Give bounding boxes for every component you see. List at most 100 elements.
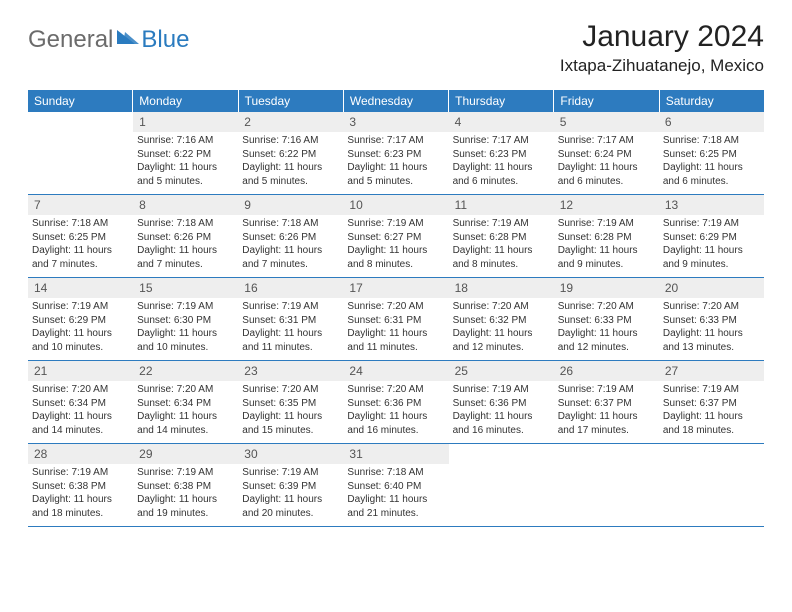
sunrise-line: Sunrise: 7:19 AM (242, 466, 339, 480)
sunrise-line: Sunrise: 7:18 AM (663, 134, 760, 148)
sunrise-line: Sunrise: 7:20 AM (32, 383, 129, 397)
sunrise-line: Sunrise: 7:20 AM (137, 383, 234, 397)
day-number: 31 (343, 444, 448, 464)
daylight-line: Daylight: 11 hours and 18 minutes. (663, 410, 760, 437)
calendar-day-cell: 23Sunrise: 7:20 AMSunset: 6:35 PMDayligh… (238, 361, 343, 443)
sunrise-line: Sunrise: 7:19 AM (32, 466, 129, 480)
weekday-header-row: SundayMondayTuesdayWednesdayThursdayFrid… (28, 90, 764, 112)
daylight-line: Daylight: 11 hours and 20 minutes. (242, 493, 339, 520)
day-body: Sunrise: 7:20 AMSunset: 6:34 PMDaylight:… (28, 381, 133, 441)
day-number: 7 (28, 195, 133, 215)
sunset-line: Sunset: 6:36 PM (347, 397, 444, 411)
calendar-week-row: 14Sunrise: 7:19 AMSunset: 6:29 PMDayligh… (28, 278, 764, 361)
calendar-day-cell: 13Sunrise: 7:19 AMSunset: 6:29 PMDayligh… (659, 195, 764, 277)
day-body: Sunrise: 7:18 AMSunset: 6:26 PMDaylight:… (238, 215, 343, 275)
daylight-line: Daylight: 11 hours and 8 minutes. (453, 244, 550, 271)
day-body: Sunrise: 7:19 AMSunset: 6:36 PMDaylight:… (449, 381, 554, 441)
daylight-line: Daylight: 11 hours and 17 minutes. (558, 410, 655, 437)
calendar-day-cell: 6Sunrise: 7:18 AMSunset: 6:25 PMDaylight… (659, 112, 764, 194)
calendar-day-cell: 30Sunrise: 7:19 AMSunset: 6:39 PMDayligh… (238, 444, 343, 526)
daylight-line: Daylight: 11 hours and 11 minutes. (347, 327, 444, 354)
daylight-line: Daylight: 11 hours and 11 minutes. (242, 327, 339, 354)
day-number: 9 (238, 195, 343, 215)
sunset-line: Sunset: 6:39 PM (242, 480, 339, 494)
daylight-line: Daylight: 11 hours and 16 minutes. (453, 410, 550, 437)
weekday-header: Sunday (28, 90, 133, 112)
logo-text-general: General (28, 26, 113, 54)
sunrise-line: Sunrise: 7:19 AM (453, 383, 550, 397)
day-number: 19 (554, 278, 659, 298)
day-number: 5 (554, 112, 659, 132)
daylight-line: Daylight: 11 hours and 7 minutes. (137, 244, 234, 271)
sunset-line: Sunset: 6:26 PM (137, 231, 234, 245)
day-body: Sunrise: 7:19 AMSunset: 6:29 PMDaylight:… (28, 298, 133, 358)
sunrise-line: Sunrise: 7:19 AM (558, 217, 655, 231)
calendar-day-cell: 17Sunrise: 7:20 AMSunset: 6:31 PMDayligh… (343, 278, 448, 360)
sunset-line: Sunset: 6:23 PM (453, 148, 550, 162)
title-block: January 2024 Ixtapa-Zihuatanejo, Mexico (560, 20, 764, 76)
daylight-line: Daylight: 11 hours and 10 minutes. (137, 327, 234, 354)
sunrise-line: Sunrise: 7:20 AM (347, 300, 444, 314)
calendar-day-cell: 26Sunrise: 7:19 AMSunset: 6:37 PMDayligh… (554, 361, 659, 443)
calendar-body: 1Sunrise: 7:16 AMSunset: 6:22 PMDaylight… (28, 112, 764, 527)
daylight-line: Daylight: 11 hours and 9 minutes. (663, 244, 760, 271)
calendar-day-cell: 3Sunrise: 7:17 AMSunset: 6:23 PMDaylight… (343, 112, 448, 194)
day-body: Sunrise: 7:19 AMSunset: 6:31 PMDaylight:… (238, 298, 343, 358)
day-number: 25 (449, 361, 554, 381)
sunrise-line: Sunrise: 7:19 AM (663, 383, 760, 397)
calendar-day-cell: 7Sunrise: 7:18 AMSunset: 6:25 PMDaylight… (28, 195, 133, 277)
calendar-day-cell: 8Sunrise: 7:18 AMSunset: 6:26 PMDaylight… (133, 195, 238, 277)
sunset-line: Sunset: 6:31 PM (347, 314, 444, 328)
day-body: Sunrise: 7:20 AMSunset: 6:31 PMDaylight:… (343, 298, 448, 358)
calendar-day-cell: 20Sunrise: 7:20 AMSunset: 6:33 PMDayligh… (659, 278, 764, 360)
day-number: 3 (343, 112, 448, 132)
sunset-line: Sunset: 6:34 PM (32, 397, 129, 411)
sunrise-line: Sunrise: 7:19 AM (242, 300, 339, 314)
weekday-header: Wednesday (344, 90, 449, 112)
daylight-line: Daylight: 11 hours and 19 minutes. (137, 493, 234, 520)
calendar-day-cell: 31Sunrise: 7:18 AMSunset: 6:40 PMDayligh… (343, 444, 448, 526)
sunset-line: Sunset: 6:38 PM (137, 480, 234, 494)
sunset-line: Sunset: 6:40 PM (347, 480, 444, 494)
sunrise-line: Sunrise: 7:19 AM (453, 217, 550, 231)
calendar-day-cell: 9Sunrise: 7:18 AMSunset: 6:26 PMDaylight… (238, 195, 343, 277)
calendar-day-cell (449, 444, 554, 526)
day-number: 15 (133, 278, 238, 298)
sunrise-line: Sunrise: 7:20 AM (347, 383, 444, 397)
sunset-line: Sunset: 6:27 PM (347, 231, 444, 245)
sunset-line: Sunset: 6:32 PM (453, 314, 550, 328)
day-body: Sunrise: 7:19 AMSunset: 6:37 PMDaylight:… (659, 381, 764, 441)
day-body: Sunrise: 7:20 AMSunset: 6:34 PMDaylight:… (133, 381, 238, 441)
daylight-line: Daylight: 11 hours and 6 minutes. (453, 161, 550, 188)
sunrise-line: Sunrise: 7:19 AM (137, 300, 234, 314)
sunrise-line: Sunrise: 7:19 AM (347, 217, 444, 231)
calendar-day-cell: 16Sunrise: 7:19 AMSunset: 6:31 PMDayligh… (238, 278, 343, 360)
calendar-day-cell: 12Sunrise: 7:19 AMSunset: 6:28 PMDayligh… (554, 195, 659, 277)
sunrise-line: Sunrise: 7:19 AM (32, 300, 129, 314)
day-body: Sunrise: 7:19 AMSunset: 6:28 PMDaylight:… (449, 215, 554, 275)
calendar-day-cell: 28Sunrise: 7:19 AMSunset: 6:38 PMDayligh… (28, 444, 133, 526)
sunset-line: Sunset: 6:38 PM (32, 480, 129, 494)
calendar-day-cell: 1Sunrise: 7:16 AMSunset: 6:22 PMDaylight… (133, 112, 238, 194)
weekday-header: Friday (554, 90, 659, 112)
calendar-day-cell: 19Sunrise: 7:20 AMSunset: 6:33 PMDayligh… (554, 278, 659, 360)
daylight-line: Daylight: 11 hours and 5 minutes. (347, 161, 444, 188)
sunset-line: Sunset: 6:30 PM (137, 314, 234, 328)
day-body: Sunrise: 7:19 AMSunset: 6:29 PMDaylight:… (659, 215, 764, 275)
day-body: Sunrise: 7:20 AMSunset: 6:36 PMDaylight:… (343, 381, 448, 441)
day-body: Sunrise: 7:20 AMSunset: 6:33 PMDaylight:… (659, 298, 764, 358)
day-number: 24 (343, 361, 448, 381)
sunrise-line: Sunrise: 7:20 AM (242, 383, 339, 397)
sunset-line: Sunset: 6:26 PM (242, 231, 339, 245)
day-number: 22 (133, 361, 238, 381)
sunset-line: Sunset: 6:22 PM (242, 148, 339, 162)
calendar-day-cell: 24Sunrise: 7:20 AMSunset: 6:36 PMDayligh… (343, 361, 448, 443)
sunrise-line: Sunrise: 7:18 AM (137, 217, 234, 231)
day-number: 12 (554, 195, 659, 215)
day-body: Sunrise: 7:19 AMSunset: 6:37 PMDaylight:… (554, 381, 659, 441)
sunset-line: Sunset: 6:28 PM (453, 231, 550, 245)
calendar-day-cell: 18Sunrise: 7:20 AMSunset: 6:32 PMDayligh… (449, 278, 554, 360)
sunset-line: Sunset: 6:29 PM (663, 231, 760, 245)
weekday-header: Saturday (660, 90, 764, 112)
daylight-line: Daylight: 11 hours and 9 minutes. (558, 244, 655, 271)
